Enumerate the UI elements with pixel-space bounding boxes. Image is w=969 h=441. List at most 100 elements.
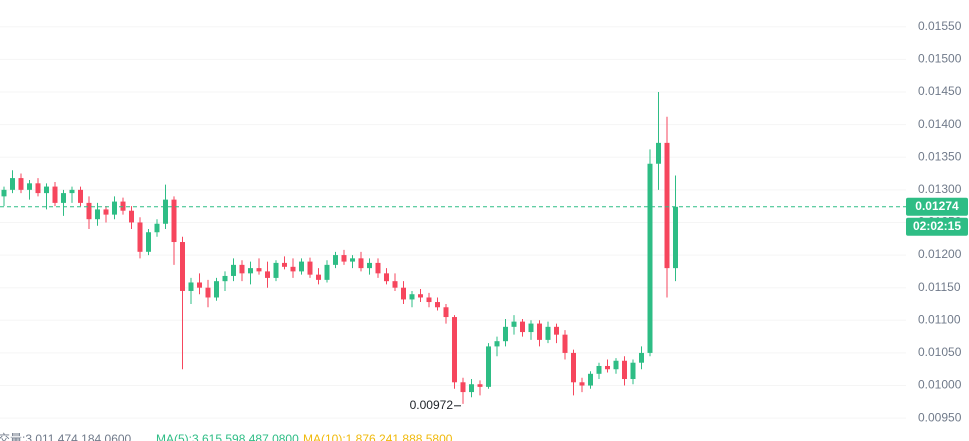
y-tick-label: 0.01100 xyxy=(918,312,961,326)
candle-body xyxy=(180,242,185,291)
candle-body xyxy=(163,199,168,224)
candle-body xyxy=(418,294,423,298)
y-tick-label: 0.00950 xyxy=(918,410,962,424)
candle-body xyxy=(112,201,117,215)
y-tick-label: 0.01550 xyxy=(918,19,962,33)
candle-body xyxy=(35,183,41,194)
candle-body xyxy=(460,382,466,393)
candle-body xyxy=(27,183,32,190)
candle-body xyxy=(1,189,7,197)
candle-body xyxy=(520,321,525,333)
candle-body xyxy=(443,307,449,318)
candle-body xyxy=(596,365,602,374)
candle-body xyxy=(120,201,126,211)
candle-body xyxy=(273,262,279,278)
candle-body xyxy=(299,261,304,272)
candle-body xyxy=(214,281,219,298)
candle-body xyxy=(673,206,678,269)
candle-body xyxy=(486,346,491,387)
countdown-box xyxy=(906,217,968,236)
y-tick-label: 0.01150 xyxy=(918,280,961,294)
y-tick-label: 0.01400 xyxy=(918,117,962,131)
candle-body xyxy=(452,317,457,383)
candle-body xyxy=(367,262,372,269)
y-tick-label: 0.01050 xyxy=(918,345,962,359)
y-tick-label: 0.01450 xyxy=(918,84,962,98)
y-tick-label: 0.01300 xyxy=(918,182,962,196)
y-tick-label: 0.01350 xyxy=(918,149,962,163)
candle-body xyxy=(231,264,236,276)
candle-body xyxy=(435,302,440,308)
volume-info: MA(10):1,876,241,888.5800 xyxy=(303,432,453,441)
countdown-label: 02:02:15 xyxy=(913,219,961,233)
candle-body xyxy=(95,209,100,220)
candle-body xyxy=(477,384,483,387)
candle-body xyxy=(307,261,313,275)
candle-body xyxy=(171,199,177,243)
candle-body xyxy=(664,142,670,269)
candle-body xyxy=(392,281,398,288)
low-price-label: 0.00972 xyxy=(410,398,454,412)
candle-body xyxy=(639,352,644,363)
candle-body xyxy=(256,268,262,272)
volume-info: 成交量:3,011,474,184.0600 xyxy=(0,431,132,441)
last-price-label: 0.01274 xyxy=(915,199,959,213)
candle-body xyxy=(188,282,194,291)
candle-body xyxy=(384,273,389,282)
candle-body xyxy=(554,326,559,335)
candle-body xyxy=(537,323,542,340)
y-tick-label: 0.01200 xyxy=(918,247,962,261)
candle-body xyxy=(129,210,134,223)
candle-body xyxy=(61,193,66,203)
candle-body xyxy=(52,186,58,203)
candle-body xyxy=(622,360,627,380)
candle-body xyxy=(647,163,653,353)
candle-body xyxy=(248,268,253,274)
candle-body xyxy=(10,178,15,190)
candle-body xyxy=(103,209,109,215)
candle-body xyxy=(545,326,551,340)
candle-body xyxy=(69,189,75,194)
candle-body xyxy=(205,287,211,298)
candle-body xyxy=(316,274,321,280)
candle-body xyxy=(375,262,381,274)
candle-body xyxy=(137,222,143,252)
candle-body xyxy=(401,287,406,300)
candle-body xyxy=(282,262,287,267)
candle-body xyxy=(44,186,49,194)
candle-body xyxy=(341,255,347,262)
candle-body xyxy=(613,360,619,370)
y-tick-label: 0.01000 xyxy=(918,378,962,392)
candle-body xyxy=(571,352,576,383)
candle-body xyxy=(18,178,24,190)
candle-body xyxy=(426,297,432,303)
candle-body xyxy=(239,264,245,274)
candle-body xyxy=(494,341,500,347)
candle-body xyxy=(333,255,338,265)
candle-body xyxy=(324,264,330,280)
volume-info: MA(5):3,615,598,487.0800 xyxy=(156,432,299,441)
candle-body xyxy=(265,271,270,278)
candle-body xyxy=(350,258,355,262)
candle-body xyxy=(579,382,585,386)
candle-body xyxy=(154,223,160,233)
candle-body xyxy=(511,321,517,327)
candle-body xyxy=(290,266,296,272)
candle-body xyxy=(503,326,508,342)
y-tick-label: 0.01500 xyxy=(918,52,962,66)
candle-body xyxy=(588,373,593,386)
candle-body xyxy=(562,334,568,353)
candle-body xyxy=(528,323,534,333)
candle-body xyxy=(197,282,202,288)
candle-body xyxy=(409,294,415,300)
candle-body xyxy=(86,202,92,220)
candle-body xyxy=(605,365,610,370)
candle-body xyxy=(469,384,474,393)
candle-body xyxy=(78,189,83,203)
last-price-box xyxy=(906,197,968,216)
candle-body xyxy=(358,258,364,269)
candle-body xyxy=(656,142,661,164)
candle-body xyxy=(222,275,228,282)
